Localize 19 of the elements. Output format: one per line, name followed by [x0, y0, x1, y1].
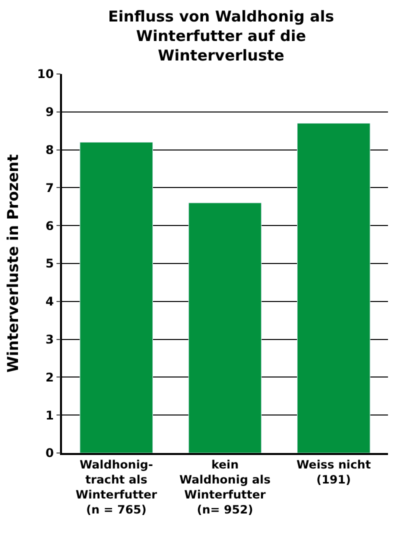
y-tick-label: 1 [45, 408, 54, 422]
y-tick-label: 2 [45, 370, 54, 384]
y-tick-label: 3 [45, 332, 54, 346]
chart-title: Einfluss von Waldhonig als Winterfutter auf die Winterverluste [108, 7, 334, 64]
x-tick-label: kein Waldhonig als Winterfutter (n= 952) [179, 458, 271, 516]
y-tick-label: 9 [45, 105, 54, 120]
y-axis-title: Winterverluste in Prozent [4, 154, 22, 373]
y-tick-label: 7 [45, 180, 54, 195]
y-tick-label: 4 [45, 294, 54, 309]
bar [188, 202, 262, 453]
bar [80, 142, 153, 453]
y-tick-label: 0 [45, 446, 54, 460]
x-tick-label: Waldhonig- tracht als Winterfutter (n = 765) [76, 458, 158, 516]
y-tick-label: 5 [45, 256, 54, 271]
y-tick-label: 10 [37, 67, 54, 82]
y-tick-label: 6 [45, 218, 54, 233]
y-tick-label: 8 [45, 143, 54, 157]
bar [297, 123, 370, 453]
x-tick-label: Weiss nicht (191) [296, 458, 372, 486]
